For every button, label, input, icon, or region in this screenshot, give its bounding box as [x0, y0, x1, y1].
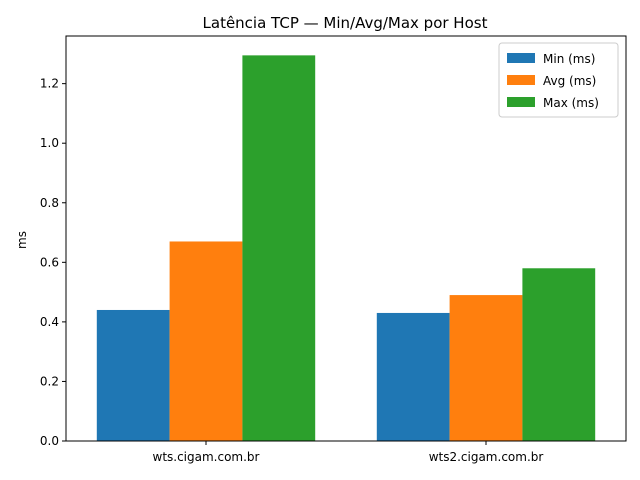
y-tick-label: 1.0	[40, 136, 59, 150]
legend-label: Min (ms)	[543, 52, 595, 66]
legend: Min (ms) Avg (ms) Max (ms)	[498, 42, 619, 118]
axes-group: wts.cigam.com.br wts2.cigam.com.br 0.0 0.2 0…	[40, 35, 627, 464]
legend-swatch	[507, 53, 535, 63]
bar-avg-ms-0	[169, 241, 243, 441]
bar-max-ms-0	[242, 55, 316, 442]
bar-max-ms-1	[522, 268, 596, 441]
y-tick-label: 1.2	[40, 77, 59, 91]
legend-label: Max (ms)	[543, 96, 599, 110]
bars-group	[96, 55, 596, 442]
y-tick-label: 0.0	[40, 434, 59, 448]
x-tick-label: wts2.cigam.com.br	[429, 450, 544, 464]
bar-avg-ms-1	[449, 295, 523, 441]
y-axis-label: ms	[15, 231, 29, 249]
plot-frame	[65, 35, 627, 442]
y-tick-label: 0.6	[40, 255, 59, 269]
y-tick-label: 0.2	[40, 374, 59, 388]
legend-swatch	[507, 75, 535, 85]
y-tick-label: 0.4	[40, 315, 59, 329]
x-tick-label: wts.cigam.com.br	[153, 450, 260, 464]
legend-swatch	[507, 97, 535, 107]
chart-title: Latência TCP — Min/Avg/Max por Host	[203, 14, 488, 32]
legend-label: Avg (ms)	[543, 74, 596, 88]
bar-min-ms-0	[96, 309, 170, 441]
y-tick-label: 0.8	[40, 196, 59, 210]
bar-min-ms-1	[376, 312, 450, 441]
